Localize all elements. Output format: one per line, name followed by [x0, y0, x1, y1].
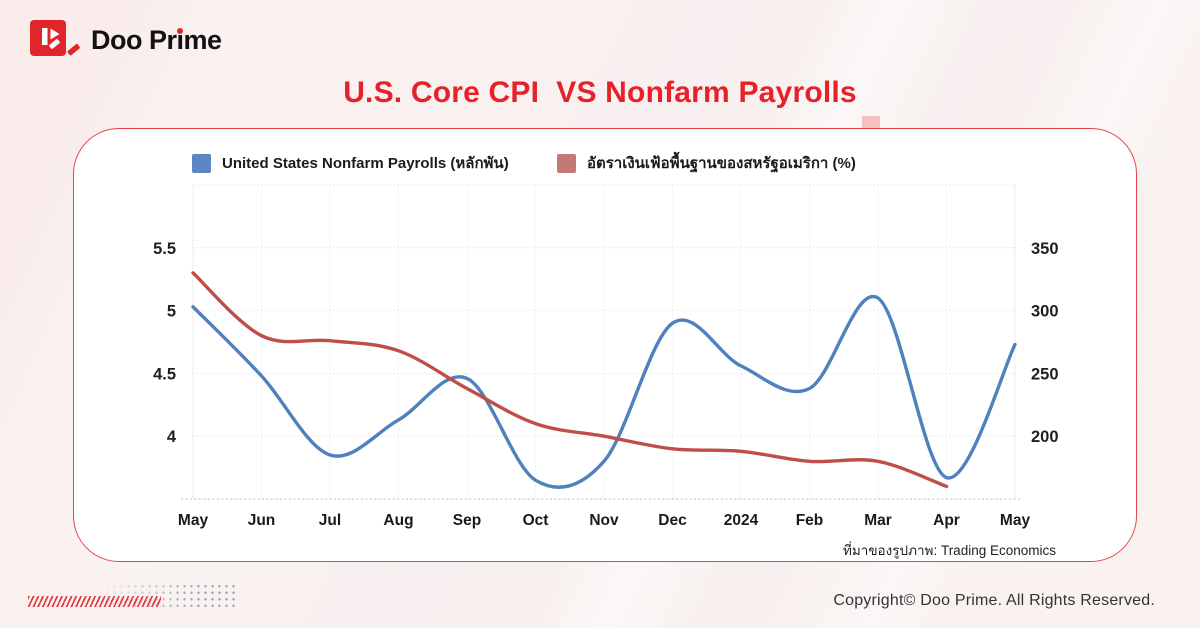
legend-label-nonfarm-payrolls: United States Nonfarm Payrolls (หลักพัน)	[222, 155, 509, 172]
source-note: ที่มาของรูปภาพ: Trading Economics	[842, 543, 1056, 558]
brand-logo: Doo Prime	[30, 18, 222, 62]
brand-name: Doo Prime	[91, 25, 222, 56]
decor-pink-square	[862, 116, 880, 129]
page-title: U.S. Core CPI VS Nonfarm Payrolls	[343, 76, 857, 109]
legend-swatch-red	[557, 153, 576, 173]
legend-label-core-cpi: อัตราเงินเฟ้อพื้นฐานของสหรัฐอเมริกา (%)	[587, 155, 856, 172]
decor-hatch-bar	[28, 596, 161, 607]
copyright-text: Copyright© Doo Prime. All Rights Reserve…	[833, 592, 1155, 609]
brand-name-post: me	[183, 25, 223, 55]
brand-logo-icon	[30, 20, 80, 56]
legend-swatch-blue	[192, 153, 211, 173]
legend-item-core-cpi: อัตราเงินเฟ้อพื้นฐานของสหรัฐอเมริกา (%)	[557, 151, 856, 175]
legend-item-nonfarm-payrolls: United States Nonfarm Payrolls (หลักพัน)	[192, 151, 509, 175]
brand-name-i: i	[176, 25, 185, 55]
brand-name-pre: Doo Pr	[91, 25, 177, 55]
chart-card: United States Nonfarm Payrolls (หลักพัน)…	[73, 128, 1137, 562]
